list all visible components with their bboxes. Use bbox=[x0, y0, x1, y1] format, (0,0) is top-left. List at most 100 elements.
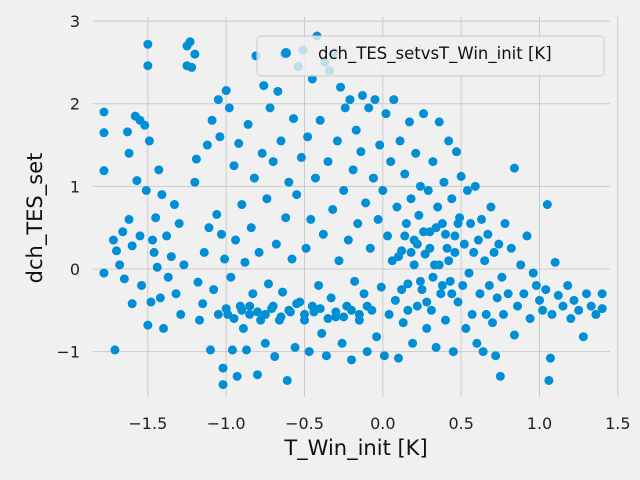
data-point bbox=[242, 345, 252, 355]
data-point bbox=[477, 214, 487, 224]
data-point bbox=[124, 148, 134, 158]
data-point bbox=[441, 229, 450, 239]
data-point bbox=[401, 219, 411, 229]
data-point bbox=[257, 148, 267, 158]
data-point bbox=[472, 338, 482, 348]
data-point bbox=[456, 171, 466, 181]
data-point bbox=[159, 323, 168, 333]
data-point bbox=[350, 276, 360, 286]
data-point bbox=[289, 114, 299, 124]
data-point bbox=[597, 304, 607, 314]
data-point bbox=[464, 268, 474, 278]
data-point bbox=[218, 363, 228, 373]
data-point bbox=[470, 181, 480, 191]
data-point bbox=[415, 181, 425, 191]
data-point bbox=[528, 268, 538, 278]
data-point bbox=[558, 301, 568, 311]
data-point bbox=[232, 371, 242, 381]
data-point bbox=[509, 330, 519, 340]
data-point bbox=[444, 136, 454, 146]
data-point bbox=[389, 95, 399, 105]
data-point bbox=[345, 95, 355, 105]
data-point bbox=[215, 132, 225, 142]
data-point bbox=[321, 351, 331, 361]
data-point bbox=[195, 315, 205, 325]
data-point bbox=[124, 214, 134, 224]
data-point bbox=[492, 293, 502, 303]
data-point bbox=[372, 332, 382, 342]
data-point bbox=[519, 289, 529, 299]
data-point bbox=[488, 318, 497, 328]
data-point bbox=[290, 342, 300, 352]
data-point bbox=[191, 154, 201, 164]
data-point bbox=[383, 231, 393, 241]
data-point bbox=[317, 328, 327, 338]
data-point bbox=[336, 82, 346, 92]
x-tick-label: −1.5 bbox=[128, 414, 167, 433]
data-point bbox=[292, 299, 302, 309]
data-point bbox=[550, 257, 560, 267]
data-point bbox=[323, 157, 333, 167]
data-point bbox=[271, 239, 281, 249]
data-point bbox=[356, 147, 366, 157]
data-point bbox=[442, 243, 452, 253]
data-point bbox=[354, 309, 364, 319]
data-point bbox=[328, 204, 338, 214]
data-point bbox=[469, 247, 479, 257]
data-point bbox=[578, 332, 588, 342]
data-point bbox=[115, 260, 125, 270]
data-point bbox=[99, 166, 109, 176]
data-point bbox=[284, 177, 294, 187]
data-point bbox=[206, 345, 215, 355]
data-point bbox=[484, 280, 494, 290]
data-point bbox=[268, 301, 278, 311]
data-point bbox=[226, 272, 236, 282]
data-point bbox=[397, 285, 407, 295]
y-tick-label: 0 bbox=[70, 260, 80, 279]
data-point bbox=[154, 165, 164, 175]
data-point bbox=[458, 280, 468, 290]
data-point bbox=[122, 127, 132, 137]
data-point bbox=[262, 194, 272, 204]
data-point bbox=[365, 243, 375, 253]
data-point bbox=[406, 194, 416, 204]
data-point bbox=[263, 279, 273, 289]
data-point bbox=[282, 375, 292, 385]
x-tick-labels: −1.5 −1.0 −0.5 0.0 0.5 1.0 1.5 bbox=[128, 414, 630, 433]
y-tick-label: 1 bbox=[70, 177, 80, 196]
data-point bbox=[467, 309, 477, 319]
data-point bbox=[481, 309, 491, 319]
data-point bbox=[403, 279, 413, 289]
data-point bbox=[451, 147, 461, 157]
data-point bbox=[422, 297, 432, 307]
data-point bbox=[509, 163, 519, 173]
data-point bbox=[246, 223, 256, 233]
data-point bbox=[99, 107, 109, 117]
legend-marker bbox=[281, 48, 291, 58]
y-tick-label: 3 bbox=[70, 12, 80, 31]
data-point bbox=[434, 260, 444, 270]
data-point bbox=[395, 136, 405, 146]
data-point bbox=[143, 320, 153, 330]
data-point bbox=[118, 227, 128, 237]
data-point bbox=[544, 375, 554, 385]
data-point bbox=[110, 345, 120, 355]
data-point bbox=[146, 297, 156, 307]
data-point bbox=[99, 268, 109, 278]
data-point bbox=[179, 260, 189, 270]
legend-box bbox=[256, 35, 605, 77]
data-point bbox=[516, 260, 526, 270]
data-point bbox=[483, 229, 493, 239]
data-point bbox=[453, 219, 463, 229]
data-point bbox=[143, 61, 153, 71]
data-point bbox=[459, 239, 469, 249]
data-point bbox=[284, 305, 294, 315]
data-point bbox=[370, 95, 380, 105]
data-point bbox=[535, 295, 544, 305]
data-point bbox=[506, 243, 516, 253]
data-point bbox=[434, 117, 444, 127]
data-point bbox=[143, 39, 153, 49]
data-point bbox=[276, 136, 286, 146]
data-point bbox=[332, 136, 342, 146]
data-point bbox=[306, 214, 316, 224]
